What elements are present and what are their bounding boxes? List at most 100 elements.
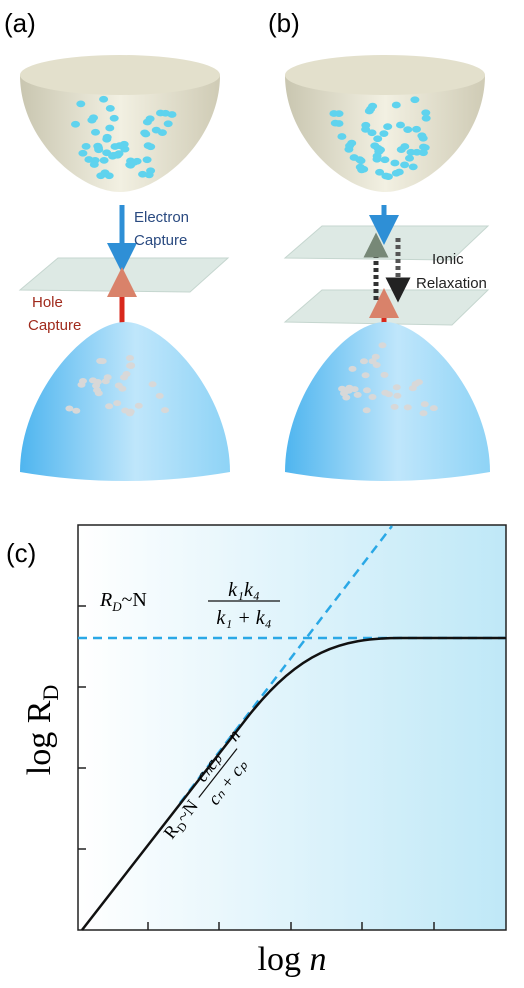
particle [393, 393, 401, 399]
particle [430, 405, 438, 411]
particle [400, 162, 409, 169]
particle [397, 146, 406, 153]
particle [410, 96, 419, 103]
particle [94, 144, 103, 151]
particle [78, 150, 87, 157]
particle [368, 103, 377, 110]
particle [138, 171, 147, 178]
particle [101, 169, 110, 176]
particle [381, 372, 389, 378]
eq-relation: ~N [122, 589, 147, 611]
particle [354, 392, 362, 398]
axis-text: log R [21, 700, 58, 775]
arrow-label: Capture [28, 317, 81, 334]
particle [164, 120, 173, 127]
particle [110, 115, 119, 122]
particle [415, 379, 423, 385]
particle [349, 366, 357, 372]
particle [392, 102, 401, 109]
particle [105, 403, 113, 409]
particle [359, 166, 368, 173]
particle [335, 110, 344, 117]
particle [130, 159, 139, 166]
particle [113, 400, 121, 406]
eq-denominator: k₁ + k₄ [216, 607, 271, 629]
particle [99, 96, 108, 103]
particle [89, 377, 97, 383]
axis-text: log [258, 941, 310, 978]
particle [369, 394, 377, 400]
arrow-label: Hole [32, 294, 63, 311]
particle [113, 152, 122, 159]
particle [337, 133, 346, 140]
axis-variable: n [309, 941, 326, 978]
particle [71, 121, 80, 128]
particle [409, 164, 418, 171]
particle [390, 160, 399, 167]
particle [369, 358, 377, 364]
panel-label: (b) [268, 8, 300, 38]
particle [118, 386, 126, 392]
arrow-label: Electron [134, 209, 189, 226]
particle [156, 393, 164, 399]
particle [143, 156, 152, 163]
particle [404, 404, 412, 410]
particle [342, 395, 350, 401]
particle [362, 372, 370, 378]
particle [91, 129, 100, 136]
particle [421, 401, 429, 407]
particle [376, 147, 385, 154]
equation: RD~N [99, 589, 147, 614]
particle [421, 144, 430, 151]
particle [65, 406, 73, 412]
particle [396, 122, 405, 129]
particle [102, 378, 110, 384]
panel-label: (a) [4, 8, 36, 38]
particle [90, 161, 99, 168]
particle [95, 390, 103, 396]
particle [363, 387, 371, 393]
particle [395, 169, 404, 176]
particle [168, 111, 177, 118]
particle [72, 408, 80, 414]
figure: (a) Electron Capture Hole Capture (b) Io… [0, 0, 524, 988]
particle [149, 381, 157, 387]
particle [126, 410, 134, 416]
particle [146, 115, 155, 122]
particle [82, 143, 91, 150]
plot-area [78, 525, 506, 930]
particle [126, 363, 134, 369]
valence-band [20, 322, 230, 481]
particle [360, 358, 368, 364]
axis-subscript: D [38, 685, 63, 701]
particle [363, 407, 371, 413]
particle [403, 126, 412, 133]
particle [105, 125, 114, 132]
particle [412, 126, 421, 133]
particle [405, 155, 414, 162]
particle [338, 386, 346, 392]
particle [146, 167, 155, 174]
x-axis-label: log n [258, 941, 327, 978]
particle [103, 134, 112, 141]
particle [422, 115, 431, 122]
y-axis-label: log RD [21, 685, 63, 776]
particle [409, 385, 417, 391]
particle [357, 157, 366, 164]
particle [146, 143, 155, 150]
arrow-label: Relaxation [416, 275, 487, 292]
particle [106, 105, 115, 112]
particle [368, 129, 377, 136]
particle [361, 122, 370, 129]
valence-band [285, 322, 490, 481]
panel-label: (c) [6, 538, 36, 568]
arrow-label: Ionic [432, 251, 464, 268]
particle [383, 123, 392, 130]
particle [379, 342, 387, 348]
particle [381, 173, 390, 180]
eq-numerator: k₁k₄ [228, 579, 260, 601]
eq-symbol: R [99, 589, 112, 611]
particle [158, 129, 167, 136]
particle [331, 120, 340, 127]
particle [120, 374, 128, 380]
